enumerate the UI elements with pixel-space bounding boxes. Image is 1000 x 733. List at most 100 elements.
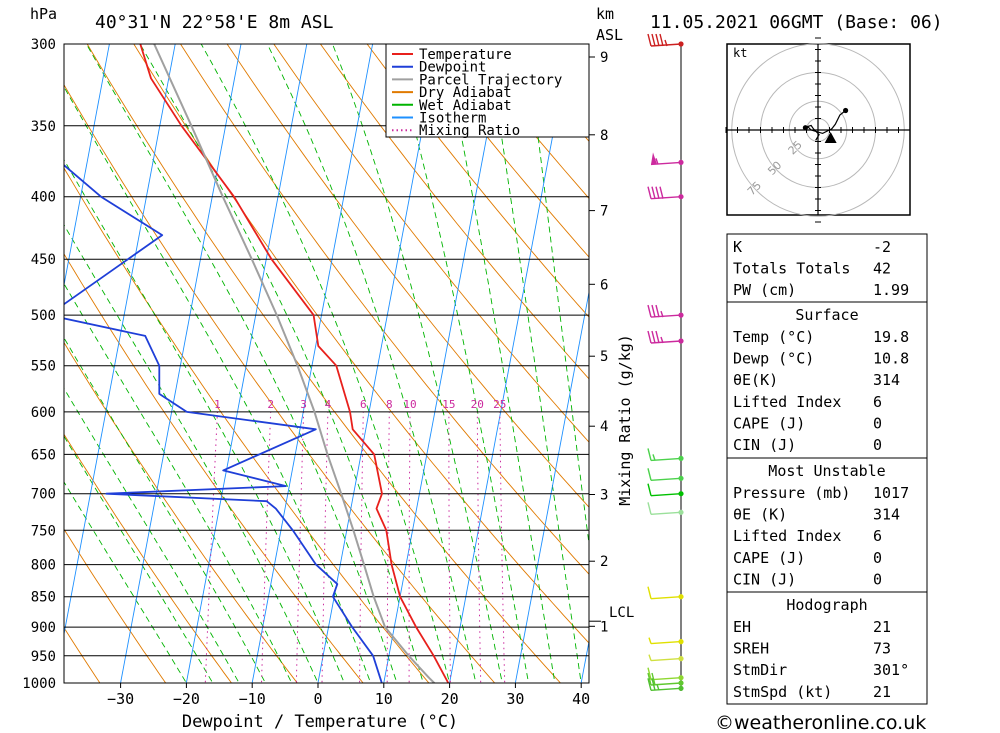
height-tick-label: 6 — [600, 277, 608, 293]
table-row-label: PW (cm) — [733, 281, 796, 299]
wet-adiabat-line — [442, 44, 556, 683]
dry-adiabat-line — [64, 341, 298, 683]
table-row-value: 314 — [873, 371, 900, 389]
wind-barb-feather — [647, 448, 652, 461]
table-row-label: SREH — [733, 640, 769, 658]
pressure-tick-label: 350 — [31, 119, 56, 135]
table-row-value: 0 — [873, 436, 882, 454]
mixing-ratio-line — [408, 411, 411, 683]
wind-barb-half-feather — [656, 684, 660, 691]
wind-barb — [648, 637, 684, 645]
wind-barb-feather — [651, 672, 656, 686]
table-row-label: EH — [733, 618, 751, 636]
wind-barb-shaft — [650, 340, 682, 344]
location-title: 40°31'N 22°58'E 8m ASL — [95, 12, 334, 33]
mixing-ratio-line — [448, 411, 451, 683]
datetime-title: 11.05.2021 06GMT (Base: 06) — [650, 12, 943, 33]
table-row-value: 0 — [873, 570, 882, 588]
table-row-label: Dewp (°C) — [733, 350, 814, 368]
wet-adiabat-line — [266, 44, 477, 683]
wind-barb — [648, 654, 684, 662]
pressure-tick-label: 600 — [31, 405, 56, 421]
wet-adiabat-line — [332, 44, 503, 683]
height-tick-label: 3 — [600, 488, 608, 504]
isotherm-line — [64, 44, 110, 288]
mixing-ratio-label: 20 — [471, 398, 484, 411]
wind-barb — [647, 483, 684, 497]
mixing-ratio-label: 2 — [267, 398, 274, 411]
wet-adiabat-line — [64, 387, 240, 683]
pressure-unit-label: hPa — [30, 5, 57, 23]
wind-barb-shaft — [650, 477, 682, 481]
wind-barb-feather — [647, 483, 652, 496]
height-tick-label: 9 — [600, 50, 608, 66]
height-tick-label: 8 — [600, 128, 608, 144]
dry-adiabat-line — [64, 167, 430, 683]
table-row-value: 42 — [873, 260, 891, 278]
legend-label: Mixing Ratio — [419, 123, 520, 139]
table-row-value: 19.8 — [873, 328, 909, 346]
table-row-label: Temp (°C) — [733, 328, 814, 346]
wind-barb-feather — [647, 304, 652, 318]
copyright-link[interactable]: ©weatheronline.co.uk — [715, 712, 926, 733]
wind-barb-feather — [651, 186, 656, 199]
wind-barb-shaft — [650, 596, 682, 600]
mixing-ratio-axis-title: Mixing Ratio (g/kg) — [616, 334, 634, 506]
sounding-series — [64, 44, 450, 683]
wind-barb-feather — [647, 586, 652, 599]
temperature-tick-label: 30 — [506, 690, 524, 708]
mixing-ratio-label: 1 — [214, 398, 221, 411]
wind-barb-feather — [647, 330, 652, 344]
wind-barb-shaft — [650, 657, 682, 662]
pressure-tick-label: 1000 — [22, 676, 56, 692]
hodograph-trace — [806, 110, 846, 141]
wind-barb-half-feather — [648, 654, 652, 661]
table-row-value: 21 — [873, 618, 891, 636]
wind-barb-feather — [647, 502, 652, 515]
wet-adiabat-line — [139, 44, 424, 683]
wind-barb-half-feather — [655, 158, 659, 165]
wind-barb — [647, 667, 684, 681]
wind-barb-feather — [647, 667, 652, 680]
wind-barb-shaft — [650, 677, 682, 681]
legend-label: Isotherm — [419, 111, 486, 127]
isotherm-line — [64, 44, 176, 637]
dry-adiabat-line — [273, 44, 589, 443]
indices-table: K -2 Totals Totals 42 PW (cm) 1.99 Surface Tem… — [726, 233, 928, 705]
pressure-tick-label: 650 — [31, 447, 56, 463]
pressure-tick-label: 700 — [31, 487, 56, 503]
table-row-value: 6 — [873, 393, 882, 411]
pressure-tick-label: 950 — [31, 649, 56, 665]
wind-barb-pennant — [651, 152, 657, 165]
mixing-ratio-label: 6 — [360, 398, 367, 411]
pressure-tick-label: 750 — [31, 523, 56, 539]
isotherm-line — [580, 638, 589, 683]
table-row-value: 1017 — [873, 484, 909, 502]
isotherm-line — [120, 44, 242, 683]
pressure-tick-label: 800 — [31, 558, 56, 574]
table-row-value: 21 — [873, 683, 891, 701]
wind-barb — [647, 448, 684, 462]
pressure-gridlines — [64, 44, 589, 683]
dewpoint-line — [64, 164, 383, 683]
dry-adiabat-line — [413, 44, 589, 258]
wet-adiabat-line — [200, 44, 451, 683]
mixing-ratio-label: 10 — [403, 398, 416, 411]
mixing-ratio-line — [386, 411, 390, 683]
dry-adiabat-line — [179, 44, 589, 575]
legend-box — [385, 43, 590, 138]
table-section-title: Most Unstable — [768, 462, 885, 480]
dry-adiabat-line — [64, 433, 233, 683]
wind-barb-shaft — [650, 682, 682, 686]
wind-barb — [647, 502, 684, 515]
isotherm-line — [514, 289, 589, 683]
table-section-title: Surface — [795, 306, 858, 324]
dry-adiabat-line — [64, 626, 101, 683]
table-row-label: CAPE (J) — [733, 549, 805, 567]
wind-barb-shaft — [650, 640, 682, 645]
mixing-ratio-label: 4 — [325, 398, 332, 411]
wet-adiabat-line — [64, 223, 319, 683]
lcl-label: LCL — [609, 605, 634, 621]
table-row-value: 0 — [873, 414, 882, 432]
